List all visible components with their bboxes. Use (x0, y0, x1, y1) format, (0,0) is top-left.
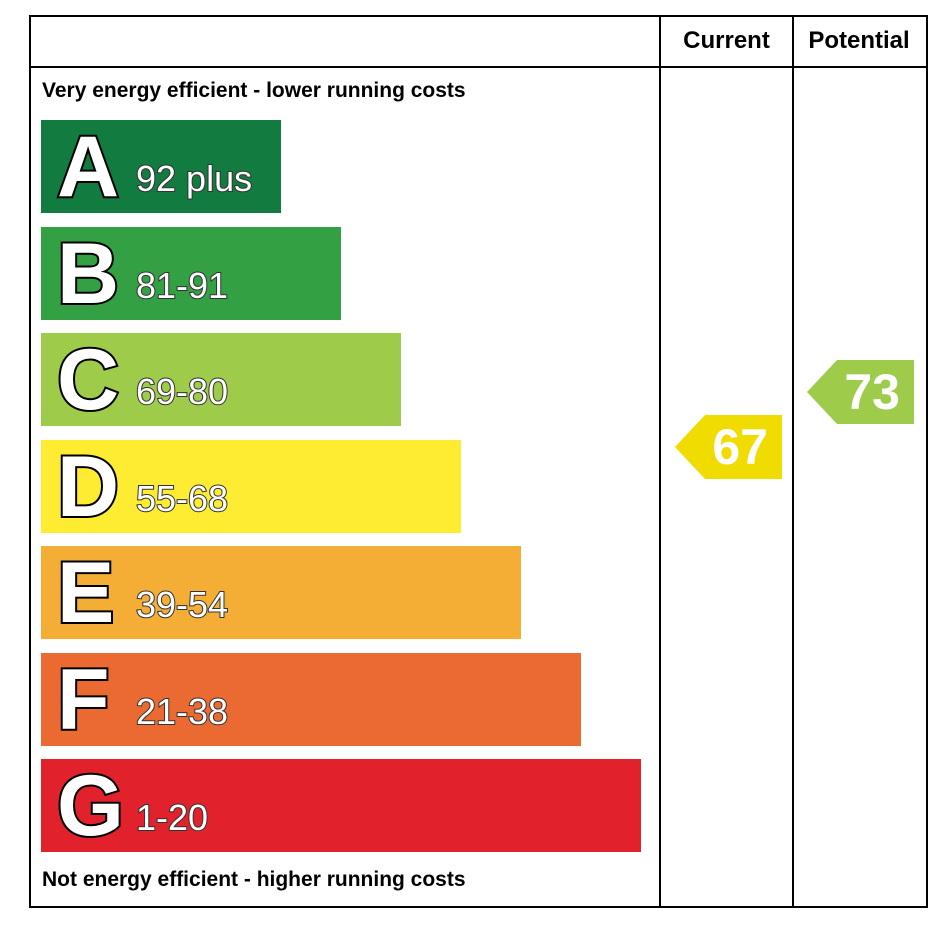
header-divider (29, 66, 926, 68)
current-rating-value: 67 (712, 419, 768, 475)
band-letter: D (55, 438, 121, 535)
chart-frame (29, 15, 928, 908)
band-letter: E (55, 545, 116, 641)
band-a: A 92 plus (41, 119, 281, 215)
band-c: C 69-80 (41, 332, 401, 428)
band-e: E 39-54 (41, 545, 521, 641)
band-range: 81-91 (135, 264, 229, 306)
band-range: 55-68 (135, 477, 229, 519)
header-current: Current (683, 27, 770, 54)
potential-arrow-shape (807, 360, 914, 424)
band-letter: F (55, 651, 112, 748)
band-range: 69-80 (135, 371, 229, 413)
band-g: G 1-20 (41, 758, 641, 854)
column-divider-current (659, 15, 661, 906)
band-letter: B (55, 225, 121, 322)
band-letter: A (55, 119, 121, 215)
potential-rating-value: 73 (844, 364, 900, 420)
band-range: 39-54 (135, 584, 229, 626)
current-rating-arrow: 67 (675, 415, 782, 479)
band-b: B 81-91 (41, 225, 341, 322)
potential-rating-arrow: 73 (807, 360, 914, 424)
band-letter: G (55, 758, 126, 854)
band-d: D 55-68 (41, 438, 461, 535)
band-range: 92 plus (135, 158, 253, 200)
top-caption: Very energy efficient - lower running co… (42, 79, 466, 102)
column-divider-potential (792, 15, 794, 906)
header-potential: Potential (808, 27, 910, 54)
band-f: F 21-38 (41, 651, 581, 748)
band-range: 1-20 (135, 797, 209, 839)
bottom-caption: Not energy efficient - higher running co… (42, 868, 466, 891)
band-range: 21-38 (135, 690, 229, 732)
current-arrow-shape (675, 415, 782, 479)
band-letter: C (55, 332, 121, 428)
